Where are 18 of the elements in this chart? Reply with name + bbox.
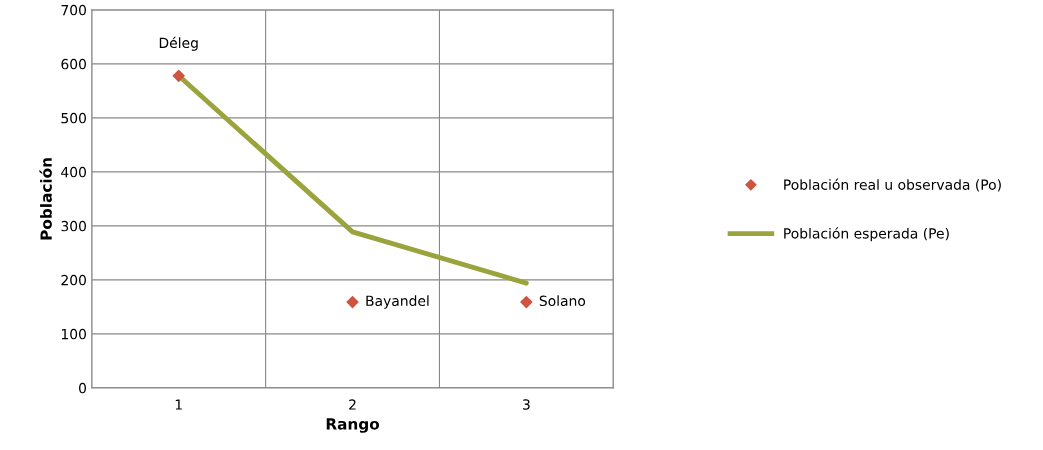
- y-tick-label: 200: [61, 274, 86, 286]
- data-label: Déleg: [159, 36, 198, 51]
- data-label: Bayandel: [366, 295, 429, 309]
- data-label: Solano: [539, 295, 586, 307]
- y-tick-label: 500: [61, 112, 86, 124]
- x-tick-label: 2: [349, 399, 356, 410]
- x-axis-title: Rango: [326, 418, 380, 433]
- y-tick-label: 0: [79, 382, 86, 394]
- x-tick-label: 1: [175, 399, 182, 410]
- y-tick-label: 100: [61, 328, 86, 340]
- y-tick-label: 400: [61, 166, 86, 178]
- y-tick-label: 600: [61, 58, 86, 70]
- legend-label: Población esperada (Pe): [784, 227, 949, 242]
- y-axis-title: Población: [39, 158, 52, 240]
- x-tick-label: 3: [523, 399, 530, 410]
- y-tick-label: 700: [61, 4, 86, 16]
- y-tick-label: 300: [61, 220, 86, 232]
- legend-label: Población real u observada (Po): [784, 178, 1001, 192]
